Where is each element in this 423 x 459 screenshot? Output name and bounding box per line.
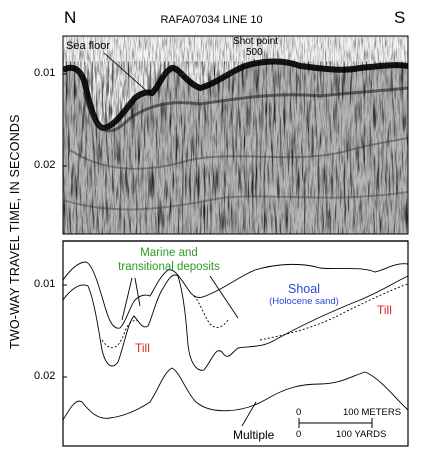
interpreted-sea-floor bbox=[62, 261, 409, 329]
y-tick-upper-001: 0.01 bbox=[34, 67, 56, 79]
y-tick-upper-002: 0.02 bbox=[34, 159, 56, 171]
multiple-label: Multiple bbox=[233, 428, 275, 442]
interpretation-frame bbox=[62, 240, 409, 447]
marine-label-line1: Marine and bbox=[140, 247, 198, 259]
scale-yards-label: 100 YARDS bbox=[336, 429, 387, 440]
y-axis-label: TWO-WAY TRAVEL TIME, IN SECONDS bbox=[8, 114, 22, 349]
till-surface bbox=[62, 274, 409, 371]
multiple-reflector bbox=[62, 367, 409, 421]
y-axis-ticks bbox=[63, 73, 67, 378]
scale-bar bbox=[298, 418, 373, 428]
scale-zero-meters: 0 bbox=[296, 407, 302, 418]
marine-label-line2: transitional deposits bbox=[118, 261, 220, 273]
shoal-label-group: Shoal (Holocene sand) bbox=[254, 282, 354, 307]
south-label: S bbox=[394, 8, 406, 27]
interpretation-panel bbox=[62, 261, 409, 427]
till-label-right: Till bbox=[377, 303, 392, 317]
scale-meters-label: 100 METERS bbox=[343, 407, 402, 418]
shoal-label: Shoal bbox=[288, 282, 320, 296]
till-label-left: Till bbox=[135, 341, 150, 355]
profile-title: RAFA07034 LINE 10 bbox=[160, 14, 263, 26]
deposit-base-dotted bbox=[101, 320, 141, 349]
seismic-image-panel bbox=[62, 35, 409, 235]
sea-floor-label: Sea floor bbox=[66, 40, 111, 52]
marine-deposits-label: Marine and transitional deposits bbox=[94, 246, 244, 274]
sea-floor-leader bbox=[103, 52, 150, 94]
shoal-sublabel: (Holocene sand) bbox=[269, 296, 339, 307]
north-label: N bbox=[64, 8, 77, 27]
scale-zero-yards: 0 bbox=[296, 429, 302, 440]
shot-point-value: 500 bbox=[246, 47, 263, 58]
shot-point-label: Shot point bbox=[233, 36, 279, 47]
y-tick-lower-001: 0.01 bbox=[34, 278, 56, 290]
y-tick-lower-002: 0.02 bbox=[34, 370, 56, 382]
